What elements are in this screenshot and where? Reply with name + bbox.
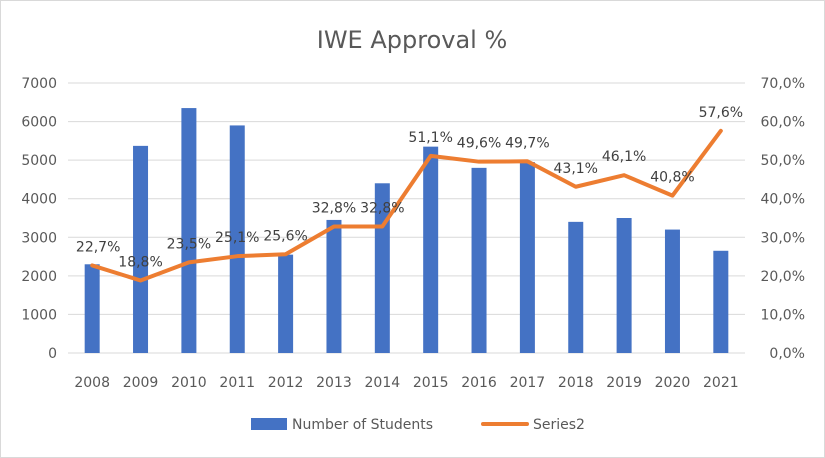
bar	[229, 125, 245, 353]
bar	[519, 162, 535, 353]
y-left-tick-label: 7000	[21, 76, 57, 92]
line-data-label: 57,6%	[699, 105, 743, 121]
y-right-tick-label: 70,0%	[761, 76, 805, 92]
y-right-tick-label: 60,0%	[761, 115, 805, 131]
bar	[713, 250, 729, 353]
x-tick-label: 2016	[461, 375, 497, 391]
line-data-label: 23,5%	[167, 236, 211, 252]
gridlines	[68, 82, 745, 354]
x-tick-label: 2018	[558, 375, 594, 391]
line-data-label: 22,7%	[76, 239, 120, 255]
y-left-tick-label: 3000	[21, 230, 57, 246]
y-right-tick-label: 40,0%	[761, 192, 805, 208]
bar	[133, 145, 149, 353]
line-data-label: 49,7%	[505, 135, 549, 151]
x-tick-label: 2012	[268, 375, 304, 391]
line-data-label: 46,1%	[602, 149, 646, 165]
y-left-tick-label: 0	[48, 346, 57, 362]
x-axis-ticks: 2008 2009 2010 2011 2012 2013 2014 2015 2016 2017…	[74, 375, 738, 391]
x-tick-label: 2020	[655, 375, 691, 391]
right-axis-ticks: 0,0% 10,0% 20,0% 30,0% 40,0% 50,0% 60,0% 70,0%	[761, 76, 805, 362]
x-tick-label: 2013	[316, 375, 352, 391]
legend-label-line: Series2	[533, 417, 585, 433]
line-data-label: 32,8%	[312, 200, 356, 216]
chart-title: IWE Approval %	[317, 26, 508, 54]
bar	[423, 146, 439, 353]
y-left-tick-label: 4000	[21, 192, 57, 208]
y-left-tick-label: 2000	[21, 269, 57, 285]
line-data-label: 40,8%	[650, 170, 694, 186]
line-data-label: 43,1%	[554, 161, 598, 177]
y-right-tick-label: 0,0%	[769, 346, 805, 362]
y-left-tick-label: 1000	[21, 307, 57, 323]
x-tick-label: 2011	[219, 375, 255, 391]
y-left-tick-label: 6000	[21, 115, 57, 131]
y-right-tick-label: 10,0%	[761, 307, 805, 323]
x-tick-label: 2021	[703, 375, 739, 391]
bar	[278, 254, 294, 353]
bar	[664, 229, 680, 353]
x-tick-label: 2017	[510, 375, 546, 391]
x-tick-label: 2010	[171, 375, 207, 391]
x-tick-label: 2014	[365, 375, 401, 391]
x-tick-label: 2008	[74, 375, 110, 391]
bars	[84, 108, 729, 353]
line-data-label: 49,6%	[457, 136, 501, 152]
y-right-tick-label: 50,0%	[761, 153, 805, 169]
bar	[568, 221, 584, 353]
line-series	[90, 128, 723, 283]
y-right-tick-label: 20,0%	[761, 269, 805, 285]
x-tick-label: 2009	[123, 375, 159, 391]
bar	[181, 108, 197, 353]
legend: Number of Students Series2	[251, 417, 585, 433]
line-data-label: 32,8%	[360, 200, 404, 216]
line-data-label: 51,1%	[408, 130, 452, 146]
bar	[326, 219, 342, 353]
line-data-label: 25,1%	[215, 230, 259, 246]
y-left-tick-label: 5000	[21, 153, 57, 169]
x-tick-label: 2019	[606, 375, 642, 391]
data-labels: 22,7%18,8% 23,5% 25,1% 25,6% 32,8% 32,8% 51,1%…	[76, 105, 743, 271]
bar	[84, 264, 100, 353]
legend-swatch-bars	[251, 418, 287, 430]
bar	[616, 218, 632, 353]
y-right-tick-label: 30,0%	[761, 230, 805, 246]
line-data-label: 18,8%	[118, 254, 162, 270]
bar	[471, 167, 487, 353]
left-axis-ticks: 0 1000 2000 3000 4000 5000 6000 7000	[21, 76, 57, 362]
legend-label-bars: Number of Students	[292, 417, 433, 433]
series2-line	[90, 128, 723, 283]
line-data-label: 25,6%	[263, 228, 307, 244]
x-tick-label: 2015	[413, 375, 449, 391]
